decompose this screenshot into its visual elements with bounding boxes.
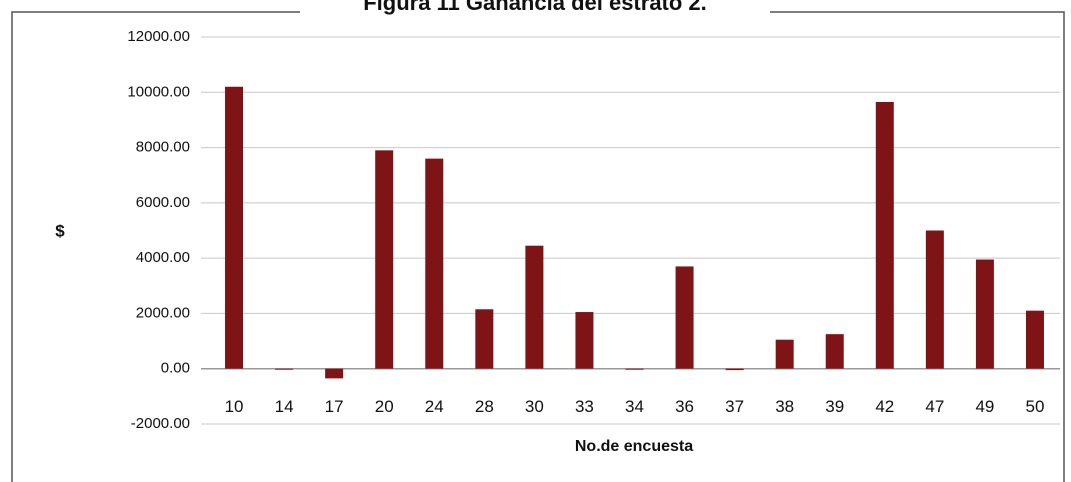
bar xyxy=(1025,310,1044,369)
bar xyxy=(325,368,344,379)
chart-title: Figura 11 Ganancia del estrato 2. xyxy=(363,0,707,15)
x-tick-label: 49 xyxy=(975,397,994,416)
bar xyxy=(725,368,744,371)
x-tick-label: 36 xyxy=(675,397,694,416)
bar xyxy=(225,86,244,369)
x-tick-label: 42 xyxy=(875,397,894,416)
x-tick-label: 33 xyxy=(575,397,594,416)
bar xyxy=(675,266,694,369)
x-tick-label: 37 xyxy=(725,397,744,416)
x-tick-label: 50 xyxy=(1026,397,1045,416)
bar xyxy=(875,101,894,369)
y-tick-label: 4000.00 xyxy=(136,249,190,266)
x-tick-label: 34 xyxy=(625,397,644,416)
x-tick-label: 38 xyxy=(775,397,794,416)
x-tick-label: 39 xyxy=(825,397,844,416)
bar xyxy=(925,230,944,369)
bar xyxy=(475,309,494,369)
bar xyxy=(275,368,294,370)
y-tick-label: 10000.00 xyxy=(127,83,190,100)
x-tick-label: 30 xyxy=(525,397,544,416)
y-axis-label: $ xyxy=(55,221,65,240)
x-tick-label: 10 xyxy=(225,397,244,416)
bar xyxy=(625,368,644,370)
bar xyxy=(825,334,844,369)
bar xyxy=(525,245,544,369)
y-tick-label: 0.00 xyxy=(161,360,190,377)
y-tick-label: 2000.00 xyxy=(136,304,190,321)
bar xyxy=(425,158,444,369)
bar xyxy=(575,312,594,369)
x-tick-label: 24 xyxy=(425,397,444,416)
y-tick-label: -2000.00 xyxy=(131,415,190,432)
x-tick-label: 17 xyxy=(325,397,344,416)
bar xyxy=(975,259,994,369)
y-tick-label: 6000.00 xyxy=(136,194,190,211)
bar xyxy=(775,339,794,369)
x-tick-label: 47 xyxy=(925,397,944,416)
x-tick-label: 14 xyxy=(275,397,294,416)
title-backdrop xyxy=(300,0,770,14)
y-tick-label: 8000.00 xyxy=(136,139,190,156)
x-axis-label: No.de encuesta xyxy=(575,438,693,455)
x-tick-label: 28 xyxy=(475,397,494,416)
y-tick-label: 12000.00 xyxy=(127,28,190,45)
bar xyxy=(375,150,394,369)
x-tick-label: 20 xyxy=(375,397,394,416)
